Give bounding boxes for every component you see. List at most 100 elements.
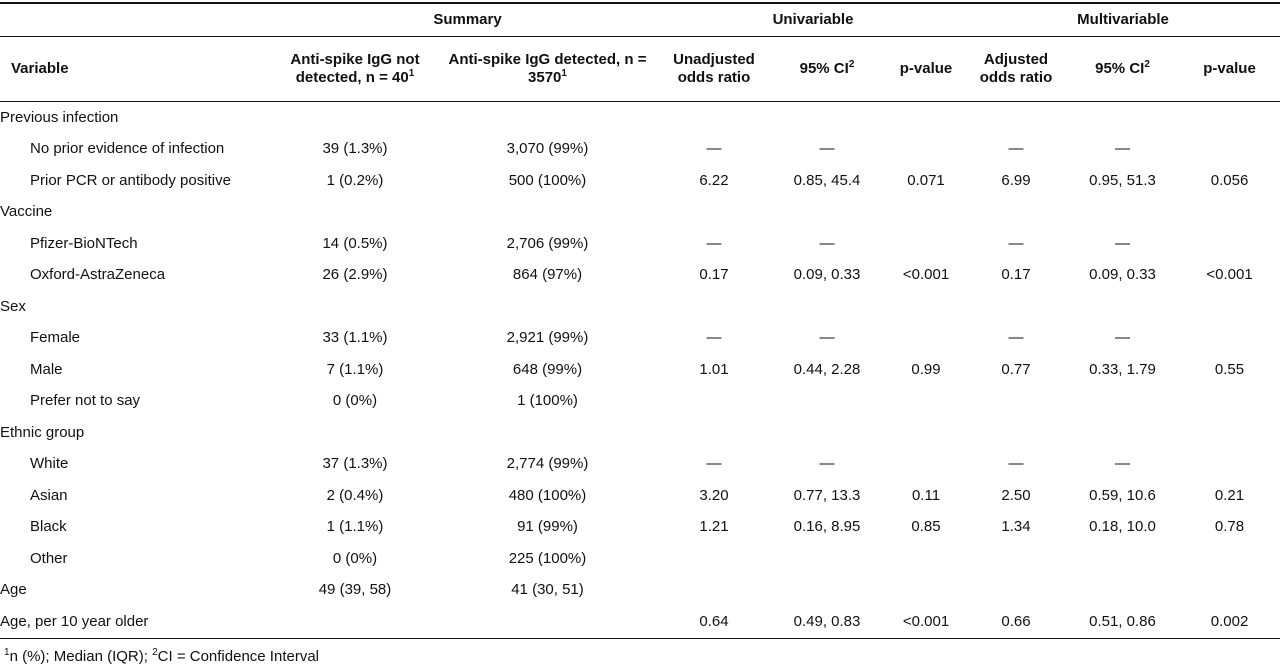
table-cell: 864 (97%)	[512, 266, 583, 284]
table-cell: 7 (1.1%)	[326, 360, 384, 378]
table-cell: 0.17	[1001, 266, 1031, 284]
table-cell: 91 (99%)	[517, 518, 578, 536]
table-cell: 648 (99%)	[512, 360, 583, 378]
table-cell	[1179, 386, 1280, 418]
header-ci-multivariable: 95% CI2	[1095, 59, 1150, 78]
table-cell: —	[1115, 234, 1131, 252]
table-cell	[1179, 102, 1280, 134]
table-cell	[1179, 543, 1280, 575]
table-row: No prior evidence of infection 39 (1.3%) 3…	[0, 134, 1280, 166]
table-cell: 0.77	[1001, 360, 1031, 378]
table-cell: 0.51, 0.86	[1089, 612, 1156, 630]
row-level-label: No prior evidence of infection	[30, 140, 225, 158]
table-row: Vaccine	[0, 197, 1280, 229]
footnote-marker: 1	[4, 647, 10, 658]
table-cell: 0.55	[1214, 360, 1245, 378]
footnote-marker: 1	[408, 68, 415, 79]
table-cell	[435, 291, 660, 323]
table-row: Other 0 (0%) 225 (100%)	[0, 543, 1280, 575]
row-level-label: Prior PCR or antibody positive	[30, 171, 231, 189]
table-cell: —	[1008, 140, 1024, 158]
table-cell	[966, 417, 1066, 449]
group-multivariable: Multivariable	[966, 3, 1280, 37]
table-cell: —	[706, 140, 722, 158]
table-cell: 0.64	[699, 612, 729, 630]
table-cell: 0.16, 8.95	[793, 518, 861, 536]
table-cell	[966, 386, 1066, 418]
table-cell: 1.34	[1001, 518, 1031, 536]
footnote-text: CI = Confidence Interval	[157, 648, 319, 665]
table-cell: —	[1115, 140, 1131, 158]
table-cell: 0.78	[1214, 518, 1245, 536]
table-cell: 0 (0%)	[332, 392, 378, 410]
table-cell: 2,706 (99%)	[506, 234, 589, 252]
table-cell: 2,921 (99%)	[506, 329, 589, 347]
table-cell: —	[1008, 329, 1024, 347]
table-cell: 0.77, 13.3	[793, 486, 861, 504]
table-footnote: 1n (%); Median (IQR); 2CI = Confidence I…	[4, 647, 319, 666]
table-cell	[1179, 449, 1280, 481]
table-cell: 1 (0.2%)	[326, 171, 384, 189]
table-cell: 0.33, 1.79	[1089, 360, 1156, 378]
table-cell: 0.09, 0.33	[1089, 266, 1156, 284]
table-cell: 0.44, 2.28	[793, 360, 861, 378]
table-cell	[1066, 575, 1179, 607]
table-cell: 0.95, 51.3	[1089, 171, 1156, 189]
table-cell: 0.17	[699, 266, 729, 284]
table-cell	[768, 417, 886, 449]
table-cell	[1066, 417, 1179, 449]
table-cell	[768, 386, 886, 418]
table-cell	[768, 575, 886, 607]
table-cell	[275, 417, 435, 449]
table-cell: 41 (30, 51)	[511, 581, 584, 599]
table-cell	[886, 543, 966, 575]
table-cell	[1179, 228, 1280, 260]
table-row: Age 49 (39, 58) 41 (30, 51)	[0, 575, 1280, 607]
table-cell	[966, 291, 1066, 323]
table-cell: —	[1115, 329, 1131, 347]
table-cell	[768, 543, 886, 575]
table-cell	[660, 291, 768, 323]
table-cell: 0.002	[1210, 612, 1249, 630]
row-level-label: Oxford-AstraZeneca	[30, 266, 166, 284]
table-cell	[768, 197, 886, 229]
table-cell: 39 (1.3%)	[322, 140, 388, 158]
row-variable-label: Sex	[0, 297, 26, 315]
column-header-row: Variable Anti-spike IgG not detected, n …	[0, 37, 1280, 102]
table-cell	[1179, 323, 1280, 355]
table-cell	[886, 228, 966, 260]
table-cell: —	[819, 329, 835, 347]
row-level-label: Asian	[30, 486, 68, 504]
table-cell: 225 (100%)	[508, 549, 587, 567]
table-cell: 26 (2.9%)	[322, 266, 388, 284]
table-cell: 480 (100%)	[508, 486, 587, 504]
header-detected: Anti-spike IgG detected, n = 35701	[448, 51, 647, 86]
footnote-marker: 2	[152, 647, 158, 658]
table-cell: 49 (39, 58)	[318, 581, 392, 599]
table-cell	[435, 102, 660, 134]
table-cell	[1066, 543, 1179, 575]
table-cell: <0.001	[902, 612, 950, 630]
table-cell: 1.01	[699, 360, 729, 378]
table-cell: —	[706, 455, 722, 473]
table-cell	[660, 543, 768, 575]
table-cell	[275, 102, 435, 134]
row-level-label: Male	[30, 360, 63, 378]
table-cell: —	[1008, 455, 1024, 473]
table-cell	[275, 197, 435, 229]
table-cell: 14 (0.5%)	[322, 234, 388, 252]
table-row: Sex	[0, 291, 1280, 323]
odds-ratio-table: Summary Univariable Multivariable Variab…	[0, 2, 1280, 639]
group-summary: Summary	[275, 3, 660, 37]
table-cell: 0 (0%)	[332, 549, 378, 567]
table-cell	[1179, 291, 1280, 323]
row-level-label: Black	[30, 518, 67, 536]
table-cell: 0.85, 45.4	[793, 171, 861, 189]
column-group-header-row: Summary Univariable Multivariable	[0, 3, 1280, 37]
table-cell	[1066, 197, 1179, 229]
table-cell: 1 (1.1%)	[326, 518, 384, 536]
table-cell	[275, 606, 435, 638]
header-ci-univariable: 95% CI2	[799, 59, 855, 78]
table-cell	[768, 102, 886, 134]
header-unadjusted-odds-ratio: Unadjusted odds ratio	[673, 51, 755, 86]
